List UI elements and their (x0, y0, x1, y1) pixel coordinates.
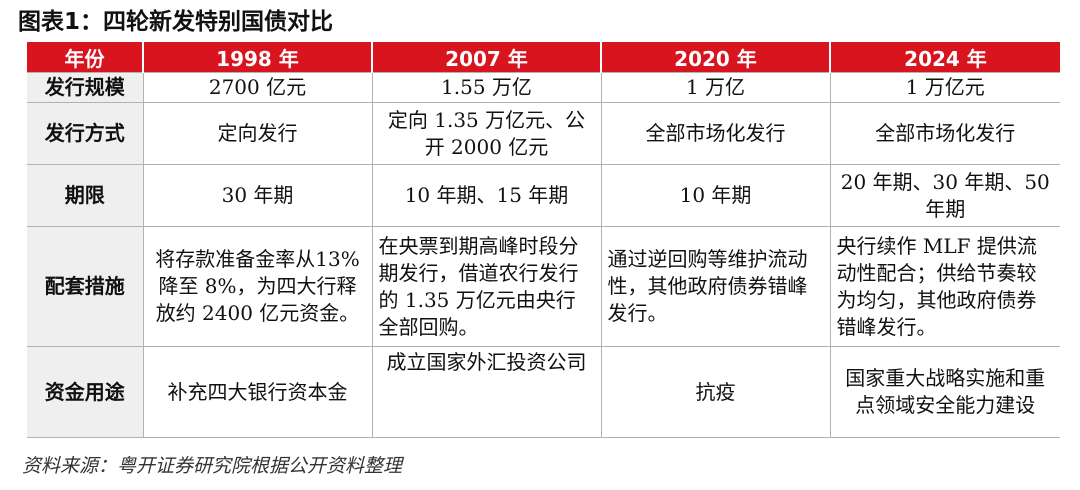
table-row: 配套措施 将存款准备金率从13%降至 8%，为四大行释放约 2400 亿元资金。… (27, 226, 1060, 347)
table-cell: 1 万亿元 (829, 72, 1060, 103)
table-cell: 通过逆回购等维护流动性，其他政府债券错峰发行。 (600, 226, 830, 347)
row-label-usage: 资金用途 (27, 346, 143, 438)
table-cell: 全部市场化发行 (829, 102, 1060, 165)
header-row: 年份 1998 年 2007 年 2020 年 2024 年 (27, 42, 1060, 73)
header-2024: 2024 年 (829, 42, 1060, 73)
table-cell: 20 年期、30 年期、50 年期 (829, 164, 1060, 227)
table-cell: 1.55 万亿 (371, 72, 601, 103)
row-label-scale: 发行规模 (27, 72, 143, 103)
table-cell: 成立国家外汇投资公司 (371, 346, 601, 438)
table-cell: 全部市场化发行 (600, 102, 830, 165)
figure-title: 图表1：四轮新发特别国债对比 (18, 9, 334, 35)
table-cell: 补充四大银行资本金 (142, 346, 372, 438)
table-cell: 将存款准备金率从13%降至 8%，为四大行释放约 2400 亿元资金。 (142, 226, 372, 347)
table-cell: 30 年期 (142, 164, 372, 227)
table-cell: 1 万亿 (600, 72, 830, 103)
row-label-measures: 配套措施 (27, 226, 143, 347)
source-note: 资料来源：粤开证券研究院根据公开资料整理 (22, 455, 403, 477)
table-cell: 定向发行 (142, 102, 372, 165)
header-year-label: 年份 (27, 42, 143, 73)
table-cell: 央行续作 MLF 提供流动性配合；供给节奏较为均匀，其他政府债券错峰发行。 (829, 226, 1060, 347)
table-cell: 在央票到期高峰时段分期发行，借道农行发行的 1.35 万亿元由央行全部回购。 (371, 226, 601, 347)
bond-comparison-table: 年份 1998 年 2007 年 2020 年 2024 年 发行规模 2700… (27, 42, 1060, 438)
table-cell: 国家重大战略实施和重点领域安全能力建设 (829, 346, 1060, 438)
row-label-method: 发行方式 (27, 102, 143, 165)
table-cell: 10 年期、15 年期 (371, 164, 601, 227)
header-2020: 2020 年 (600, 42, 830, 73)
table-row: 发行方式 定向发行 定向 1.35 万亿元、公开 2000 亿元 全部市场化发行… (27, 102, 1060, 165)
row-label-term: 期限 (27, 164, 143, 227)
header-1998: 1998 年 (142, 42, 372, 73)
table-cell: 10 年期 (600, 164, 830, 227)
table-cell: 抗疫 (600, 346, 830, 438)
header-2007: 2007 年 (371, 42, 601, 73)
table-row: 发行规模 2700 亿元 1.55 万亿 1 万亿 1 万亿元 (27, 72, 1060, 103)
table-row: 资金用途 补充四大银行资本金 成立国家外汇投资公司 抗疫 国家重大战略实施和重点… (27, 346, 1060, 438)
table-cell: 2700 亿元 (142, 72, 372, 103)
table-row: 期限 30 年期 10 年期、15 年期 10 年期 20 年期、30 年期、5… (27, 164, 1060, 227)
table-cell: 定向 1.35 万亿元、公开 2000 亿元 (371, 102, 601, 165)
